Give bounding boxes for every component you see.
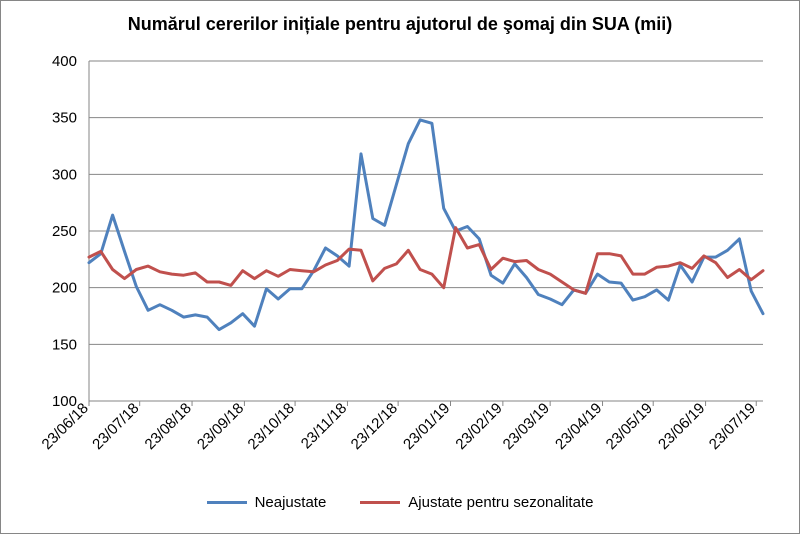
chart-legend: Neajustate Ajustate pentru sezonalitate [0, 494, 800, 511]
chart-title: Numărul cererilor inițiale pentru ajutor… [127, 14, 673, 34]
x-tick-label: 23/06/19 [655, 400, 708, 453]
legend-item-neajustate: Neajustate [206, 494, 327, 511]
x-tick-label: 23/02/19 [452, 400, 505, 453]
legend-label-ajustate: Ajustate pentru sezonalitate [408, 494, 594, 511]
y-tick-label: 250 [52, 223, 77, 240]
series-line-ajustate [87, 226, 765, 295]
x-tick-label: 23/08/18 [142, 400, 195, 453]
x-tick-label: 23/12/18 [348, 400, 401, 453]
y-tick-label: 350 [52, 110, 77, 127]
y-tick-label: 150 [52, 336, 77, 353]
x-tick-label: 23/07/18 [89, 400, 142, 453]
x-tick-label: 23/09/18 [194, 400, 247, 453]
legend-item-ajustate: Ajustate pentru sezonalitate [360, 494, 593, 511]
y-tick-label: 100 [52, 393, 77, 410]
x-tick-label: 23/01/19 [400, 400, 453, 453]
series-line-neajustate [87, 118, 765, 332]
legend-swatch-neajustate [206, 501, 247, 504]
legend-label-neajustate: Neajustate [254, 494, 327, 511]
legend-swatch-ajustate [360, 501, 401, 504]
x-tick-label: 23/10/18 [245, 400, 298, 453]
x-tick-label: 23/04/19 [552, 400, 605, 453]
y-tick-label: 400 [52, 53, 77, 70]
x-tick-label: 23/03/19 [500, 400, 553, 453]
x-tick-label: 23/05/19 [603, 400, 656, 453]
x-tick-label: 23/11/18 [298, 400, 351, 453]
y-tick-label: 300 [52, 166, 77, 183]
x-tick-label: 23/07/19 [706, 400, 759, 453]
y-tick-label: 200 [52, 280, 77, 297]
